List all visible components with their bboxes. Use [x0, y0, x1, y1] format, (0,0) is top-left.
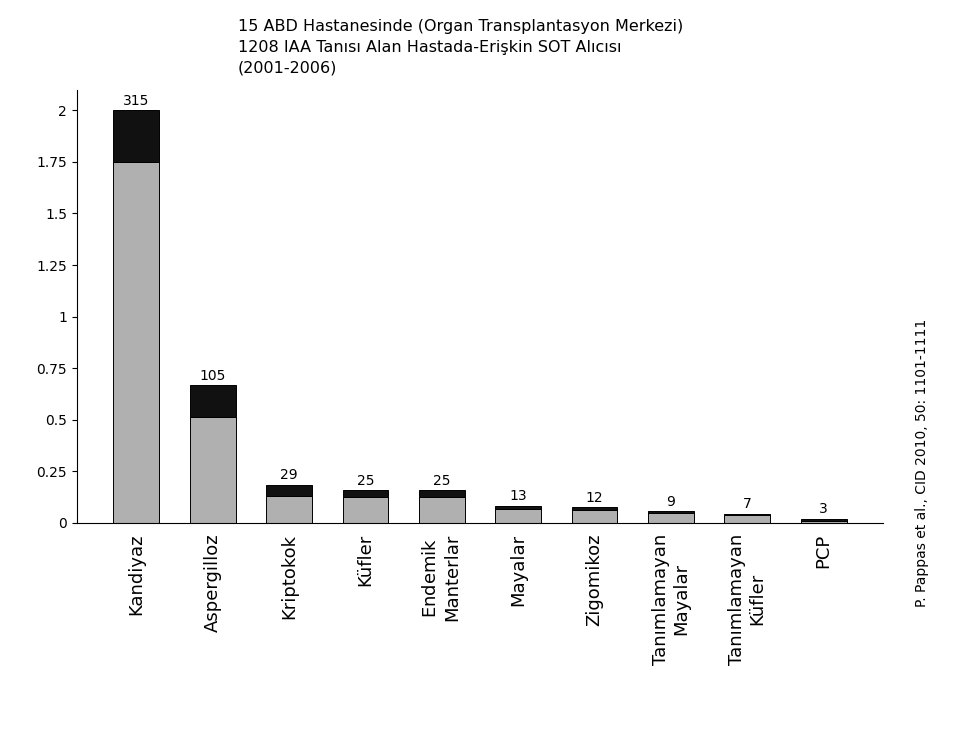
Text: 25: 25 [433, 474, 450, 488]
Bar [648, 511, 694, 513]
Text: 13: 13 [510, 489, 527, 503]
Bar [571, 510, 617, 523]
Text: Tanımlamayan
Küfler: Tanımlamayan Küfler [728, 534, 767, 665]
Text: Zigomikoz: Zigomikoz [586, 534, 604, 626]
Bar [266, 485, 312, 496]
Text: Kriptokok: Kriptokok [280, 534, 299, 619]
Bar [113, 111, 159, 162]
Bar [266, 496, 312, 523]
Bar [190, 385, 235, 417]
Text: 29: 29 [280, 468, 298, 483]
Bar [725, 514, 770, 515]
Bar [113, 162, 159, 523]
Bar [419, 490, 465, 497]
Bar [495, 506, 541, 509]
Text: Küfler: Küfler [356, 534, 374, 586]
Text: 12: 12 [586, 491, 603, 505]
Text: 3: 3 [819, 503, 828, 516]
Text: 315: 315 [123, 94, 150, 108]
Text: 15 ABD Hastanesinde (Organ Transplantasyon Merkezi)
1208 IAA Tanısı Alan Hastada: 15 ABD Hastanesinde (Organ Transplantasy… [238, 19, 684, 76]
Text: Aspergilloz: Aspergilloz [204, 534, 222, 633]
Text: 7: 7 [743, 498, 752, 511]
Bar [190, 417, 235, 523]
Bar [648, 513, 694, 523]
Text: PCP: PCP [815, 534, 832, 568]
Text: Tanımlamayan
Mayalar: Tanımlamayan Mayalar [652, 534, 690, 665]
Bar [801, 521, 847, 523]
Bar [725, 515, 770, 523]
Bar [495, 509, 541, 523]
Text: 9: 9 [666, 495, 675, 509]
Bar [419, 497, 465, 523]
Bar [343, 497, 389, 523]
Text: P. Pappas et al., CID 2010, 50: 1101-1111: P. Pappas et al., CID 2010, 50: 1101-111… [915, 319, 928, 607]
Text: Mayalar: Mayalar [509, 534, 527, 606]
Bar [801, 519, 847, 521]
Bar [571, 507, 617, 510]
Text: Kandiyaz: Kandiyaz [128, 534, 145, 616]
Bar [343, 490, 389, 497]
Text: 25: 25 [357, 474, 374, 488]
Text: 105: 105 [200, 369, 226, 383]
Text: $\mathregular{E}$ndemik
Manterlar: $\mathregular{E}$ndemik Manterlar [422, 534, 461, 621]
